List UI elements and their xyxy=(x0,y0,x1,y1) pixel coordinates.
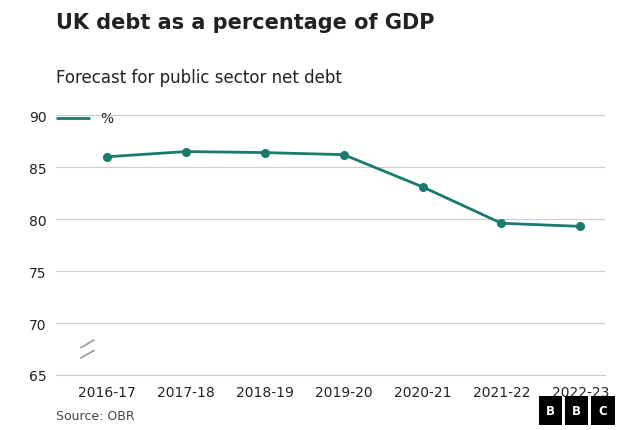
Text: Source: OBR: Source: OBR xyxy=(56,409,135,422)
Text: B: B xyxy=(546,404,555,417)
Text: C: C xyxy=(598,404,607,417)
Text: B: B xyxy=(572,404,581,417)
Text: UK debt as a percentage of GDP: UK debt as a percentage of GDP xyxy=(56,13,435,33)
Text: %: % xyxy=(100,111,113,125)
Text: Forecast for public sector net debt: Forecast for public sector net debt xyxy=(56,69,342,87)
